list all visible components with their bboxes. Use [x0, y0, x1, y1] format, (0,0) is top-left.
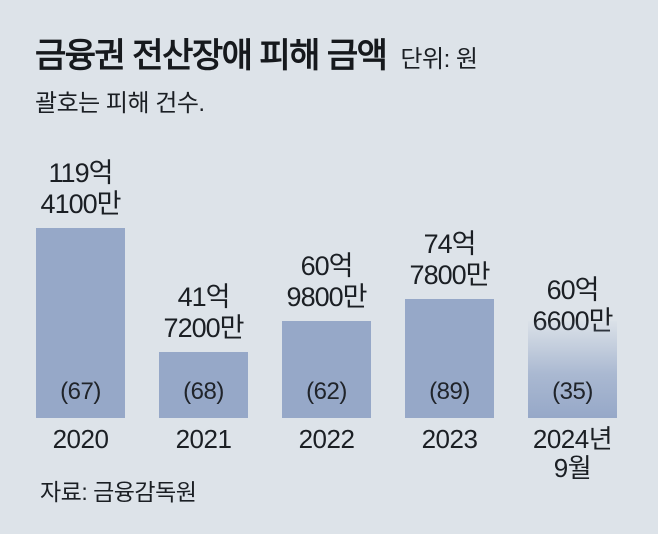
bar-value-label: 60억 9800만	[286, 251, 368, 312]
bar	[36, 228, 125, 418]
bar	[282, 321, 371, 418]
bar-year-label: 2023	[421, 424, 478, 454]
bar-value-label: 74억 7800만	[409, 229, 491, 290]
bar-year-label: 2020	[52, 424, 109, 454]
bar	[159, 352, 248, 418]
bar-count-label: (35)	[552, 378, 593, 405]
bar-count-label: (89)	[429, 378, 470, 405]
bar-value-label: 41억 7200만	[163, 282, 245, 343]
bar-year-label: 2022	[298, 424, 355, 454]
chart-unit-label: 단위: 원	[400, 46, 478, 73]
bar-count-label: (67)	[60, 378, 101, 405]
chart-subtitle: 괄호는 피해 건수.	[35, 90, 205, 117]
chart-header: 금융권 전산장애 피해 금액 단위: 원	[35, 28, 478, 77]
bar-value-label: 119억 4100만	[40, 158, 122, 219]
bar-count-label: (62)	[306, 378, 347, 405]
source-note: 자료: 금융감독원	[40, 479, 197, 505]
bar-year-label: 2021	[175, 424, 232, 454]
chart-title: 금융권 전산장애 피해 금액	[35, 37, 388, 75]
bar-count-label: (68)	[183, 378, 224, 405]
bar-year-label: 2024년 9월	[532, 424, 613, 483]
bar	[528, 321, 617, 418]
bar	[405, 299, 494, 418]
